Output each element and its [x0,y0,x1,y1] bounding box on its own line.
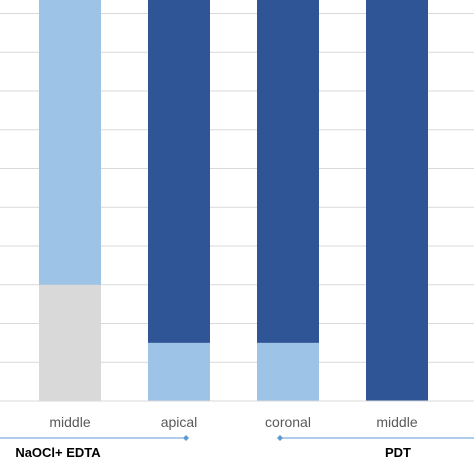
group-label: NaOCl+ EDTA [15,445,101,460]
group-line-marker [277,435,283,441]
x-tick-label: middle [49,414,90,430]
bar-segment [39,0,101,285]
bar-segment [148,0,210,343]
bar-segment [39,284,101,401]
group-line-marker [183,435,189,441]
bar-segment [257,342,319,401]
bars [39,0,428,401]
group-label: PDT [385,445,411,460]
x-tick-label: apical [161,414,198,430]
bar-segment [366,0,428,401]
bar-segment [257,0,319,343]
x-tick-label: middle [376,414,417,430]
x-tick-label: coronal [265,414,311,430]
category-groups: NaOCl+ EDTA PDT [0,435,474,460]
x-tick-labels: middle apical coronal middle [49,414,417,430]
bar-segment [148,342,210,401]
